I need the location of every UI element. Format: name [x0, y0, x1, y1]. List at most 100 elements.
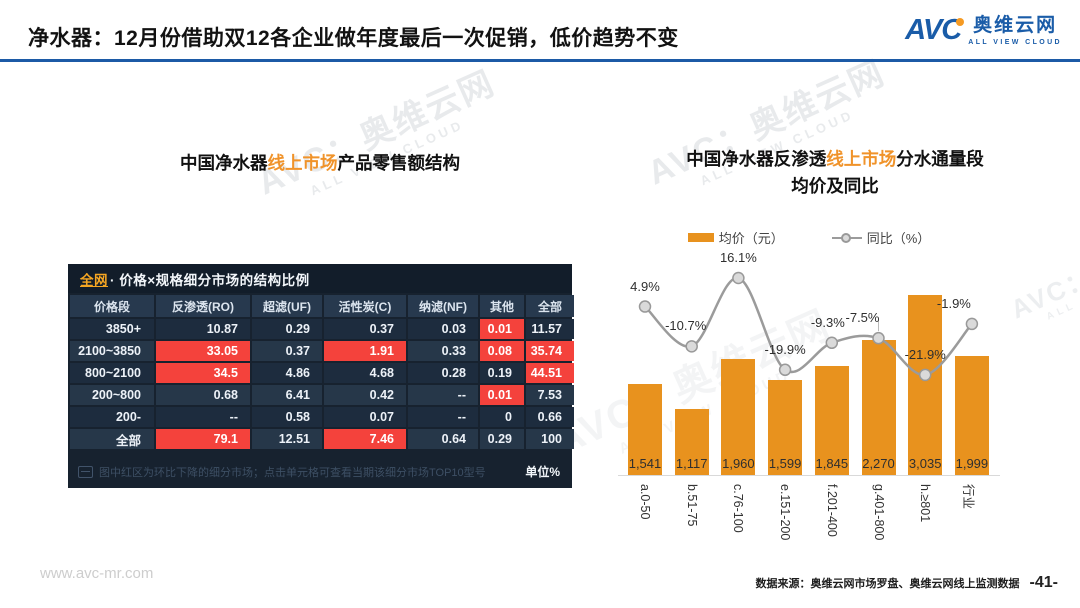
- row-label: 200-: [70, 407, 154, 427]
- note-bubble-icon: [78, 466, 93, 478]
- table-cell[interactable]: 0.01: [480, 319, 524, 339]
- column-header: 纳滤(NF): [408, 295, 478, 317]
- table-cell[interactable]: 0.68: [156, 385, 250, 405]
- line-marker: [685, 340, 698, 353]
- table-cell[interactable]: 0: [480, 407, 524, 427]
- column-header: 全部: [526, 295, 574, 317]
- bar-a.0-50: [628, 383, 662, 475]
- yoy-value-label: -1.9%: [936, 295, 971, 311]
- logo-orange-dot-icon: [956, 18, 965, 27]
- legend-item-yoy: 同比（%）: [831, 228, 930, 247]
- column-header: 超滤(UF): [252, 295, 322, 317]
- table-row: 200- -- 0.58 0.07 -- 0 0.66: [70, 407, 574, 427]
- table-cell[interactable]: --: [156, 407, 250, 427]
- yoy-value-label: -7.5%: [845, 310, 880, 326]
- price-yoy-combo-chart: 1,541 a.0-50 1,117 b.51-75 1,960 c.76-100 1,59…: [618, 250, 1000, 540]
- table-row: 全部 79.1 12.51 7.46 0.64 0.29 100: [70, 429, 574, 449]
- table-cell[interactable]: 10.87: [156, 319, 250, 339]
- bar-value-label: 3,035: [908, 456, 942, 471]
- table-row: 800~2100 34.5 4.86 4.68 0.28 0.19 44.51: [70, 363, 574, 383]
- line-marker: [778, 363, 792, 377]
- x-axis-label: f.201-400: [824, 484, 839, 537]
- column-header: 活性炭(C): [324, 295, 406, 317]
- row-label: 全部: [70, 429, 154, 449]
- bar-f.201-400: [814, 365, 849, 475]
- table-row: 3850+ 10.87 0.29 0.37 0.03 0.01 11.57: [70, 319, 574, 339]
- left-chart-title: 中国净水器线上市场产品零售额结构: [180, 153, 460, 173]
- table-cell[interactable]: 0.58: [252, 407, 322, 427]
- line-marker: [638, 300, 652, 313]
- table-header-row: 价格段 反渗透(RO) 超滤(UF) 活性炭(C) 纳滤(NF) 其他 全部: [70, 295, 574, 317]
- table-cell[interactable]: 4.86: [252, 363, 322, 383]
- x-axis-label: a.0-50: [638, 484, 652, 520]
- yoy-value-label: -19.9%: [764, 341, 806, 357]
- table-cell[interactable]: 12.51: [252, 429, 322, 449]
- table-cell[interactable]: 0.08: [480, 341, 524, 361]
- bar-value-label: 2,270: [862, 456, 895, 471]
- x-axis-label: b.51-75: [684, 484, 699, 527]
- title-divider: [0, 59, 1080, 62]
- yoy-value-label: 16.1%: [719, 250, 757, 265]
- table-cell[interactable]: 100: [526, 429, 574, 449]
- legend-item-avg-price: 均价（元）: [687, 228, 784, 247]
- table-cell[interactable]: 11.57: [526, 319, 574, 339]
- x-axis-label: 行业: [960, 484, 975, 510]
- table-cell[interactable]: 79.1: [156, 429, 250, 449]
- bar-b.51-75: [674, 408, 709, 475]
- table-cell[interactable]: 35.74: [526, 341, 574, 361]
- table-cell[interactable]: 0.66: [526, 407, 574, 427]
- bar-e.151-200: [768, 380, 803, 475]
- page-number: -41-: [1029, 574, 1058, 591]
- data-source-note: 数据来源：奥维云网市场罗盘、奥维云网线上监测数据: [755, 578, 1020, 590]
- yoy-value-label: -21.9%: [904, 346, 946, 362]
- right-chart-title: 中国净水器反渗透线上市场分水通量段 均价及同比: [686, 149, 984, 196]
- column-header: 价格段: [70, 295, 154, 317]
- bar-swatch-icon: [687, 233, 714, 242]
- structure-table: 价格段 反渗透(RO) 超滤(UF) 活性炭(C) 纳滤(NF) 其他 全部 3850+ 10…: [68, 293, 576, 451]
- channel-tag[interactable]: 全网: [80, 272, 108, 288]
- bar-value-label: 1,960: [722, 456, 755, 471]
- table-cell[interactable]: 7.53: [526, 385, 574, 405]
- table-cell[interactable]: 0.33: [408, 341, 478, 361]
- table-cell[interactable]: 1.91: [324, 341, 406, 361]
- table-footnote: 图中红区为环比下降的细分市场；点击单元格可查看当期该细分市场TOP10型号: [78, 464, 486, 480]
- table-cell[interactable]: 0.37: [324, 319, 406, 339]
- table-row: 2100~3850 33.05 0.37 1.91 0.33 0.08 35.74: [70, 341, 574, 361]
- table-cell[interactable]: 0.01: [480, 385, 524, 405]
- line-marker: [965, 317, 979, 331]
- table-cell[interactable]: 34.5: [156, 363, 250, 383]
- x-axis-label: g.401-800: [871, 484, 886, 541]
- chart-legend: 均价（元） 同比（%）: [618, 228, 1000, 247]
- table-cell[interactable]: --: [408, 407, 478, 427]
- table-cell[interactable]: 6.41: [252, 385, 322, 405]
- table-cell[interactable]: --: [408, 385, 478, 405]
- table-cell[interactable]: 0.28: [408, 363, 478, 383]
- table-cell[interactable]: 0.03: [408, 319, 478, 339]
- footer-right: 数据来源：奥维云网市场罗盘、奥维云网线上监测数据 -41-: [756, 574, 1058, 592]
- x-axis-label: h.≥801: [918, 484, 933, 523]
- table-cell[interactable]: 0.29: [480, 429, 524, 449]
- table-cell[interactable]: 0.64: [408, 429, 478, 449]
- bar-value-label: 1,999: [955, 456, 989, 471]
- row-label: 800~2100: [70, 363, 154, 383]
- logo-wordmark: 奥维云网 ALL VIEW CLOUD: [968, 15, 1062, 46]
- bar-value-label: 1,845: [815, 456, 849, 471]
- table-cell[interactable]: 0.07: [324, 407, 406, 427]
- yoy-value-label: 4.9%: [630, 278, 660, 294]
- table-cell[interactable]: 0.19: [480, 363, 524, 383]
- bar-value-label: 1,599: [768, 456, 802, 471]
- table-cell[interactable]: 44.51: [526, 363, 574, 383]
- yoy-value-label: -10.7%: [665, 318, 707, 334]
- column-header: 其他: [480, 295, 524, 317]
- table-cell[interactable]: 0.29: [252, 319, 322, 339]
- table-cell[interactable]: 4.68: [324, 363, 406, 383]
- table-cell[interactable]: 0.37: [252, 341, 322, 361]
- line-marker: [825, 336, 839, 350]
- table-cell[interactable]: 33.05: [156, 341, 250, 361]
- table-cell[interactable]: 7.46: [324, 429, 406, 449]
- table-cell[interactable]: 0.42: [324, 385, 406, 405]
- line-marker: [732, 271, 745, 285]
